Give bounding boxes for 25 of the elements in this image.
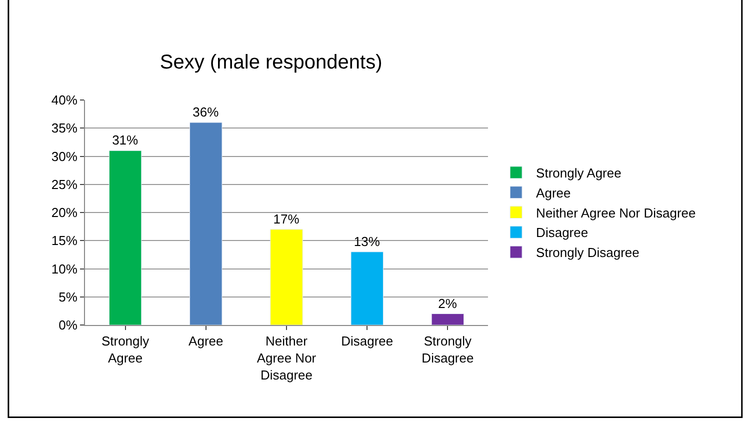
data-label: 17% <box>273 211 300 226</box>
x-tick-label: Strongly Agree <box>101 334 150 366</box>
y-tick-label: 15% <box>51 233 78 248</box>
y-tick-label: 25% <box>51 176 78 192</box>
y-tick-label: 40% <box>51 92 78 108</box>
y-tick-label: 0% <box>58 318 78 333</box>
x-tick-label: Neither Agree Nor Disagree <box>256 334 317 382</box>
y-tick-label: 10% <box>51 261 78 276</box>
data-label: 31% <box>112 132 139 148</box>
chart-title: Sexy (male respondents) <box>160 52 382 74</box>
y-tick-label: 35% <box>51 120 78 136</box>
y-tick-label: 20% <box>51 205 78 220</box>
y-tick-label: 30% <box>51 148 78 164</box>
legend-label: Disagree <box>536 225 588 240</box>
legend-label: Strongly Agree <box>536 166 622 181</box>
y-tick-label: 5% <box>58 289 78 304</box>
data-label: 36% <box>192 104 220 120</box>
legend-label: Strongly Disagree <box>536 245 640 260</box>
x-tick-label: Strongly Disagree <box>422 334 474 366</box>
data-label: 13% <box>354 234 380 249</box>
legend-label: Agree <box>536 185 571 200</box>
data-label: 2% <box>438 296 458 311</box>
legend-label: Neither Agree Nor Disagree <box>536 205 696 220</box>
x-tick-label: Agree <box>188 334 224 349</box>
x-tick-label: Disagree <box>341 334 394 349</box>
